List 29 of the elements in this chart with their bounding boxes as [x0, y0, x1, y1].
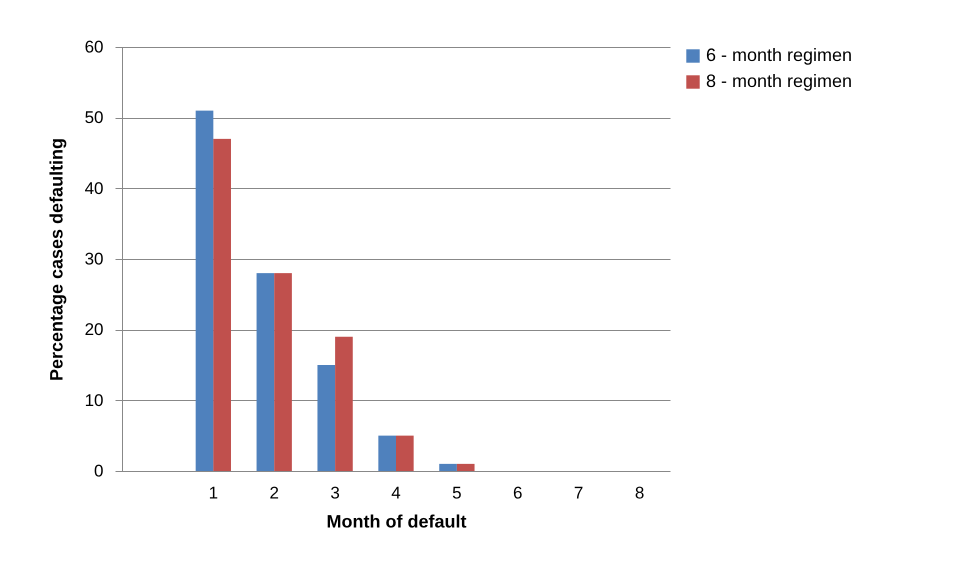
x-tick-label: 7	[574, 484, 584, 502]
bar	[396, 436, 414, 471]
y-tick-label: 20	[84, 320, 104, 340]
bar	[196, 110, 214, 471]
x-tick-label: 6	[513, 484, 523, 502]
x-tick-label: 4	[391, 484, 401, 502]
x-tick-label: 5	[452, 484, 462, 502]
legend-label: 8 - month regimen	[706, 71, 852, 91]
bar	[456, 464, 475, 471]
x-axis-title: Month of default	[326, 512, 466, 532]
x-tick-label: 8	[634, 484, 644, 502]
x-tick-label: 2	[269, 484, 279, 502]
y-tick-label: 30	[84, 250, 104, 268]
y-tick-label: 50	[84, 108, 104, 128]
y-tick-label: 10	[84, 390, 104, 410]
y-tick-label: 0	[94, 462, 104, 480]
x-tick-label: 3	[330, 484, 340, 502]
bar	[378, 436, 396, 471]
y-axis-title: Percentage cases defaulting	[46, 138, 67, 382]
y-tick-label: 60	[84, 38, 104, 56]
bar	[256, 273, 274, 471]
legend-label: 6 - month regimen	[706, 45, 852, 65]
bar	[213, 138, 231, 471]
x-tick-label: 1	[208, 484, 218, 502]
bar	[439, 464, 457, 471]
bar	[274, 273, 292, 471]
bar	[317, 365, 336, 471]
y-tick-label: 40	[84, 178, 104, 198]
bar	[335, 336, 353, 471]
